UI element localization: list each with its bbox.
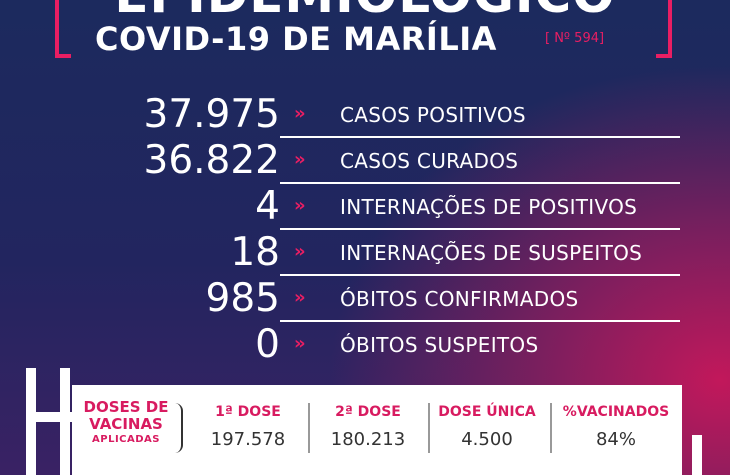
vaccine-panel: DOSES DE VACINAS APLICADAS 1ª DOSE 197.5…: [72, 385, 682, 475]
stat-row: 4 » INTERNAÇÕES DE POSITIVOS: [60, 184, 680, 230]
double-chevron-icon: »: [294, 103, 306, 124]
edition-number: [ Nº 594]: [545, 31, 605, 46]
column-divider: [428, 403, 430, 453]
header-bracket-right: [656, 0, 672, 58]
vaccine-column-dose2: 2ª DOSE 180.213: [330, 404, 406, 450]
brace-divider: [175, 403, 183, 453]
stat-label: CASOS CURADOS: [340, 149, 519, 173]
column-divider: [308, 403, 310, 453]
stats-list: 37.975 » CASOS POSITIVOS 36.822 » CASOS …: [60, 92, 680, 368]
column-divider: [550, 403, 552, 453]
stat-row: 37.975 » CASOS POSITIVOS: [60, 92, 680, 138]
divider: [280, 274, 680, 276]
header-bracket-left: [55, 0, 71, 58]
double-chevron-icon: »: [294, 287, 306, 308]
stat-label: ÓBITOS SUSPEITOS: [340, 333, 539, 357]
double-chevron-icon: »: [294, 333, 306, 354]
stat-label: INTERNAÇÕES DE SUSPEITOS: [340, 241, 643, 265]
stat-row: 0 » ÓBITOS SUSPEITOS: [60, 322, 680, 368]
stat-value: 36.822: [143, 138, 280, 183]
stat-row: 985 » ÓBITOS CONFIRMADOS: [60, 276, 680, 322]
stat-label: CASOS POSITIVOS: [340, 103, 526, 127]
double-chevron-icon: »: [294, 195, 306, 216]
stat-row: 18 » INTERNAÇÕES DE SUSPEITOS: [60, 230, 680, 276]
vaccine-column-percent: %VACINADOS 84%: [562, 404, 670, 450]
stat-value: 18: [230, 230, 280, 275]
stat-label: INTERNAÇÕES DE POSITIVOS: [340, 195, 638, 219]
headline: EPIDEMIOLÓGICO: [85, 0, 645, 24]
divider: [280, 228, 680, 230]
divider: [280, 136, 680, 138]
divider: [280, 320, 680, 322]
vaccine-column-single-dose: DOSE ÚNICA 4.500: [438, 404, 536, 450]
stat-value: 37.975: [143, 92, 280, 137]
stat-value: 985: [205, 276, 280, 321]
stat-row: 36.822 » CASOS CURADOS: [60, 138, 680, 184]
subtitle: COVID-19 DE MARÍLIA: [95, 20, 497, 58]
double-chevron-icon: »: [294, 149, 306, 170]
divider: [280, 182, 680, 184]
stat-label: ÓBITOS CONFIRMADOS: [340, 287, 579, 311]
stat-value: 0: [255, 322, 280, 367]
stat-value: 4: [255, 184, 280, 229]
vaccine-column-dose1: 1ª DOSE 197.578: [210, 404, 286, 450]
double-chevron-icon: »: [294, 241, 306, 262]
vaccine-panel-title: DOSES DE VACINAS APLICADAS: [83, 398, 169, 446]
